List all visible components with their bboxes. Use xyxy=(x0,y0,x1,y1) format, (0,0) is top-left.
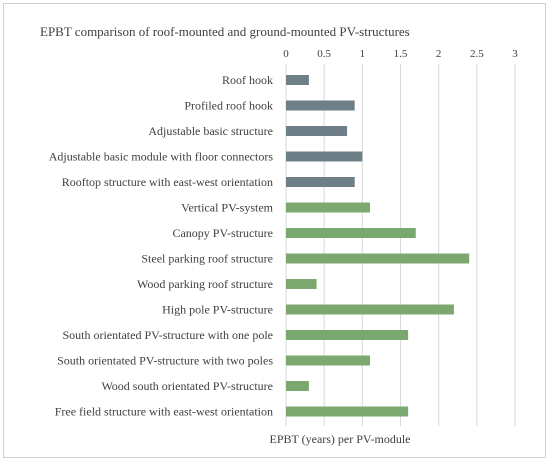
bar-3 xyxy=(286,151,363,162)
x-tick-label: 1 xyxy=(360,48,366,60)
bar-6 xyxy=(286,228,416,238)
x-tick-label: 2 xyxy=(436,48,442,60)
bar-12 xyxy=(286,381,309,391)
x-axis-label: EPBT (years) per PV-module xyxy=(270,432,411,446)
category-label: Steel parking roof structure xyxy=(141,252,273,266)
category-label: Profiled roof hook xyxy=(184,99,273,113)
category-label: Adjustable basic module with floor conne… xyxy=(49,150,274,164)
category-label: Wood south orientated PV-structure xyxy=(101,379,273,393)
bar-7 xyxy=(286,253,470,264)
bar-1 xyxy=(286,100,355,111)
bar-5 xyxy=(286,202,370,213)
category-label: South orientated PV-structure with two p… xyxy=(57,354,273,368)
category-label: High pole PV-structure xyxy=(162,303,273,317)
category-label: Canopy PV-structure xyxy=(172,226,273,240)
category-labels: Roof hook Profiled roof hook Adjustable ba… xyxy=(49,73,274,419)
chart-frame xyxy=(3,3,546,458)
x-tick-labels: 0 0.5 1 1.5 2 2.5 3 xyxy=(283,48,518,60)
bar-9 xyxy=(286,304,454,315)
bar-10 xyxy=(286,330,409,340)
category-label: Wood parking roof structure xyxy=(137,277,273,291)
bar-4 xyxy=(286,177,355,187)
x-tick-label: 1.5 xyxy=(394,48,408,60)
bar-13 xyxy=(286,406,409,417)
category-label: Roof hook xyxy=(222,73,273,87)
bars xyxy=(286,75,470,417)
chart-title: EPBT comparison of roof-mounted and grou… xyxy=(40,24,410,39)
bar-0 xyxy=(286,75,309,85)
category-label: Rooftop structure with east-west orienta… xyxy=(62,175,273,189)
category-label: Free field structure with east-west orie… xyxy=(55,405,273,419)
bar-8 xyxy=(286,279,317,289)
category-label: Vertical PV-system xyxy=(181,201,274,215)
x-tick-label: 0 xyxy=(283,48,289,60)
gridlines xyxy=(285,64,516,426)
bar-11 xyxy=(286,355,370,366)
category-label: South orientated PV-structure with one p… xyxy=(62,328,273,342)
bar-2 xyxy=(286,126,348,136)
x-tick-label: 2.5 xyxy=(470,48,484,60)
category-label: Adjustable basic structure xyxy=(148,124,273,138)
x-tick-label: 3 xyxy=(512,48,518,60)
x-tick-label: 0.5 xyxy=(317,48,331,60)
